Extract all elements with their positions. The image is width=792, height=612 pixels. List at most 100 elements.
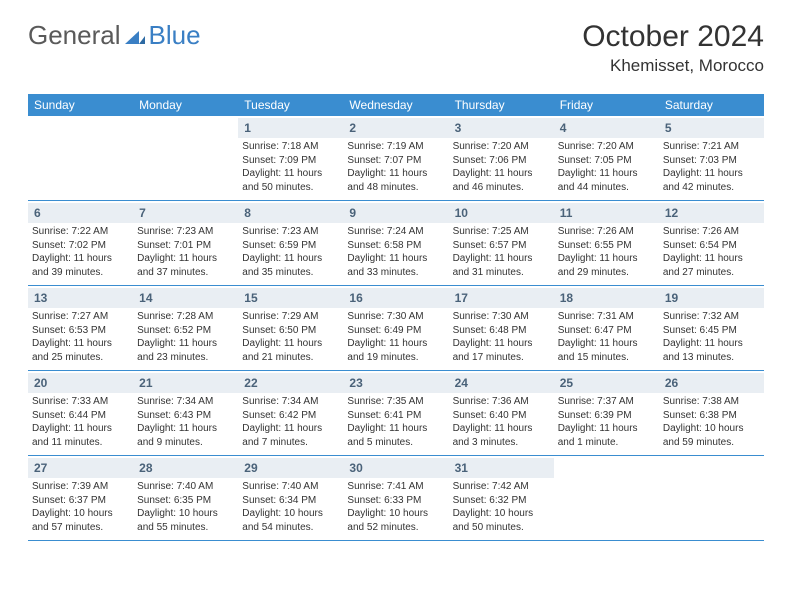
day-details: Sunrise: 7:26 AMSunset: 6:54 PMDaylight:… — [663, 223, 760, 279]
day-header-cell: Thursday — [449, 94, 554, 116]
day-details: Sunrise: 7:35 AMSunset: 6:41 PMDaylight:… — [347, 393, 444, 449]
daynum-bar: 16 — [343, 288, 448, 308]
daynum-bar: 15 — [238, 288, 343, 308]
day-cell: 28 Sunrise: 7:40 AMSunset: 6:35 PMDayligh… — [133, 456, 238, 541]
month-title: October 2024 — [582, 20, 764, 54]
day-cell — [133, 116, 238, 201]
logo-text-blue: Blue — [149, 20, 201, 51]
week-row: 6Sunrise: 7:22 AMSunset: 7:02 PMDaylight… — [28, 201, 764, 286]
day-cell: 5 Sunrise: 7:21 AMSunset: 7:03 PMDaylight… — [659, 116, 764, 201]
day-cell: 20 Sunrise: 7:33 AMSunset: 6:44 PMDayligh… — [28, 371, 133, 456]
day-cell — [28, 116, 133, 201]
day-cell: 7Sunrise: 7:23 AMSunset: 7:01 PMDaylight… — [133, 201, 238, 286]
day-header-cell: Monday — [133, 94, 238, 116]
day-details: Sunrise: 7:38 AMSunset: 6:38 PMDaylight:… — [663, 393, 760, 449]
daynum-bar: 31 — [449, 458, 554, 478]
week-row: 1Sunrise: 7:18 AMSunset: 7:09 PMDaylight… — [28, 116, 764, 201]
day-number: 8 — [244, 206, 251, 220]
day-cell — [659, 456, 764, 541]
daynum-bar: 26 — [659, 373, 764, 393]
day-number: 15 — [244, 291, 257, 305]
calendar-table: SundayMondayTuesdayWednesdayThursdayFrid… — [28, 94, 764, 541]
day-number: 3 — [455, 121, 462, 135]
daynum-bar: 22 — [238, 373, 343, 393]
day-header-row: SundayMondayTuesdayWednesdayThursdayFrid… — [28, 94, 764, 116]
day-header-cell: Friday — [554, 94, 659, 116]
day-header-cell: Tuesday — [238, 94, 343, 116]
day-details: Sunrise: 7:33 AMSunset: 6:44 PMDaylight:… — [32, 393, 129, 449]
day-details: Sunrise: 7:36 AMSunset: 6:40 PMDaylight:… — [453, 393, 550, 449]
daynum-bar: 19 — [659, 288, 764, 308]
day-cell: 3 Sunrise: 7:20 AMSunset: 7:06 PMDaylight… — [449, 116, 554, 201]
day-number: 17 — [455, 291, 468, 305]
daynum-bar: 4 — [554, 118, 659, 138]
day-cell: 12Sunrise: 7:26 AMSunset: 6:54 PMDayligh… — [659, 201, 764, 286]
daynum-bar: 25 — [554, 373, 659, 393]
daynum-bar: 10 — [449, 203, 554, 223]
day-number: 22 — [244, 376, 257, 390]
daynum-bar: 17 — [449, 288, 554, 308]
day-cell: 14Sunrise: 7:28 AMSunset: 6:52 PMDayligh… — [133, 286, 238, 371]
day-cell: 17Sunrise: 7:30 AMSunset: 6:48 PMDayligh… — [449, 286, 554, 371]
day-details: Sunrise: 7:40 AMSunset: 6:35 PMDaylight:… — [137, 478, 234, 534]
day-cell: 2Sunrise: 7:19 AMSunset: 7:07 PMDaylight… — [343, 116, 448, 201]
daynum-bar: 3 — [449, 118, 554, 138]
day-number: 5 — [665, 121, 672, 135]
day-number: 25 — [560, 376, 573, 390]
day-cell: 30 Sunrise: 7:41 AMSunset: 6:33 PMDayligh… — [343, 456, 448, 541]
daynum-bar: 20 — [28, 373, 133, 393]
day-cell: 19Sunrise: 7:32 AMSunset: 6:45 PMDayligh… — [659, 286, 764, 371]
day-cell: 18Sunrise: 7:31 AMSunset: 6:47 PMDayligh… — [554, 286, 659, 371]
daynum-bar: 12 — [659, 203, 764, 223]
day-number: 23 — [349, 376, 362, 390]
day-details: Sunrise: 7:42 AMSunset: 6:32 PMDaylight:… — [453, 478, 550, 534]
day-number: 19 — [665, 291, 678, 305]
daynum-bar: 11 — [554, 203, 659, 223]
daynum-bar: 5 — [659, 118, 764, 138]
day-number: 24 — [455, 376, 468, 390]
day-number: 28 — [139, 461, 152, 475]
day-number: 11 — [560, 206, 573, 220]
day-details: Sunrise: 7:20 AMSunset: 7:06 PMDaylight:… — [453, 138, 550, 194]
day-cell: 1Sunrise: 7:18 AMSunset: 7:09 PMDaylight… — [238, 116, 343, 201]
day-details: Sunrise: 7:28 AMSunset: 6:52 PMDaylight:… — [137, 308, 234, 364]
daynum-bar: 27 — [28, 458, 133, 478]
day-details: Sunrise: 7:22 AMSunset: 7:02 PMDaylight:… — [32, 223, 129, 279]
day-details: Sunrise: 7:27 AMSunset: 6:53 PMDaylight:… — [32, 308, 129, 364]
daynum-bar: 30 — [343, 458, 448, 478]
day-number: 20 — [34, 376, 47, 390]
day-cell: 6Sunrise: 7:22 AMSunset: 7:02 PMDaylight… — [28, 201, 133, 286]
daynum-bar: 8 — [238, 203, 343, 223]
day-details: Sunrise: 7:21 AMSunset: 7:03 PMDaylight:… — [663, 138, 760, 194]
day-cell: 29Sunrise: 7:40 AMSunset: 6:34 PMDayligh… — [238, 456, 343, 541]
day-details: Sunrise: 7:24 AMSunset: 6:58 PMDaylight:… — [347, 223, 444, 279]
triangle-icon — [125, 28, 145, 44]
title-block: October 2024 Khemisset, Morocco — [582, 20, 764, 76]
daynum-bar: 6 — [28, 203, 133, 223]
day-number: 13 — [34, 291, 47, 305]
day-details: Sunrise: 7:30 AMSunset: 6:49 PMDaylight:… — [347, 308, 444, 364]
daynum-bar: 9 — [343, 203, 448, 223]
day-number: 4 — [560, 121, 567, 135]
day-cell: 9Sunrise: 7:24 AMSunset: 6:58 PMDaylight… — [343, 201, 448, 286]
day-number: 16 — [349, 291, 362, 305]
daynum-bar: 1 — [238, 118, 343, 138]
daynum-bar: 13 — [28, 288, 133, 308]
day-cell — [554, 456, 659, 541]
daynum-bar: 14 — [133, 288, 238, 308]
week-row: 27Sunrise: 7:39 AMSunset: 6:37 PMDayligh… — [28, 456, 764, 541]
day-cell: 31Sunrise: 7:42 AMSunset: 6:32 PMDayligh… — [449, 456, 554, 541]
day-number: 2 — [349, 121, 356, 135]
logo: General Blue — [28, 20, 201, 51]
day-details: Sunrise: 7:34 AMSunset: 6:42 PMDaylight:… — [242, 393, 339, 449]
day-details: Sunrise: 7:37 AMSunset: 6:39 PMDaylight:… — [558, 393, 655, 449]
day-cell: 15Sunrise: 7:29 AMSunset: 6:50 PMDayligh… — [238, 286, 343, 371]
day-cell: 25 Sunrise: 7:37 AMSunset: 6:39 PMDayligh… — [554, 371, 659, 456]
day-cell: 8Sunrise: 7:23 AMSunset: 6:59 PMDaylight… — [238, 201, 343, 286]
daynum-bar: 23 — [343, 373, 448, 393]
day-details: Sunrise: 7:23 AMSunset: 7:01 PMDaylight:… — [137, 223, 234, 279]
day-cell: 22 Sunrise: 7:34 AMSunset: 6:42 PMDayligh… — [238, 371, 343, 456]
day-details: Sunrise: 7:39 AMSunset: 6:37 PMDaylight:… — [32, 478, 129, 534]
day-number: 30 — [349, 461, 362, 475]
day-details: Sunrise: 7:41 AMSunset: 6:33 PMDaylight:… — [347, 478, 444, 534]
